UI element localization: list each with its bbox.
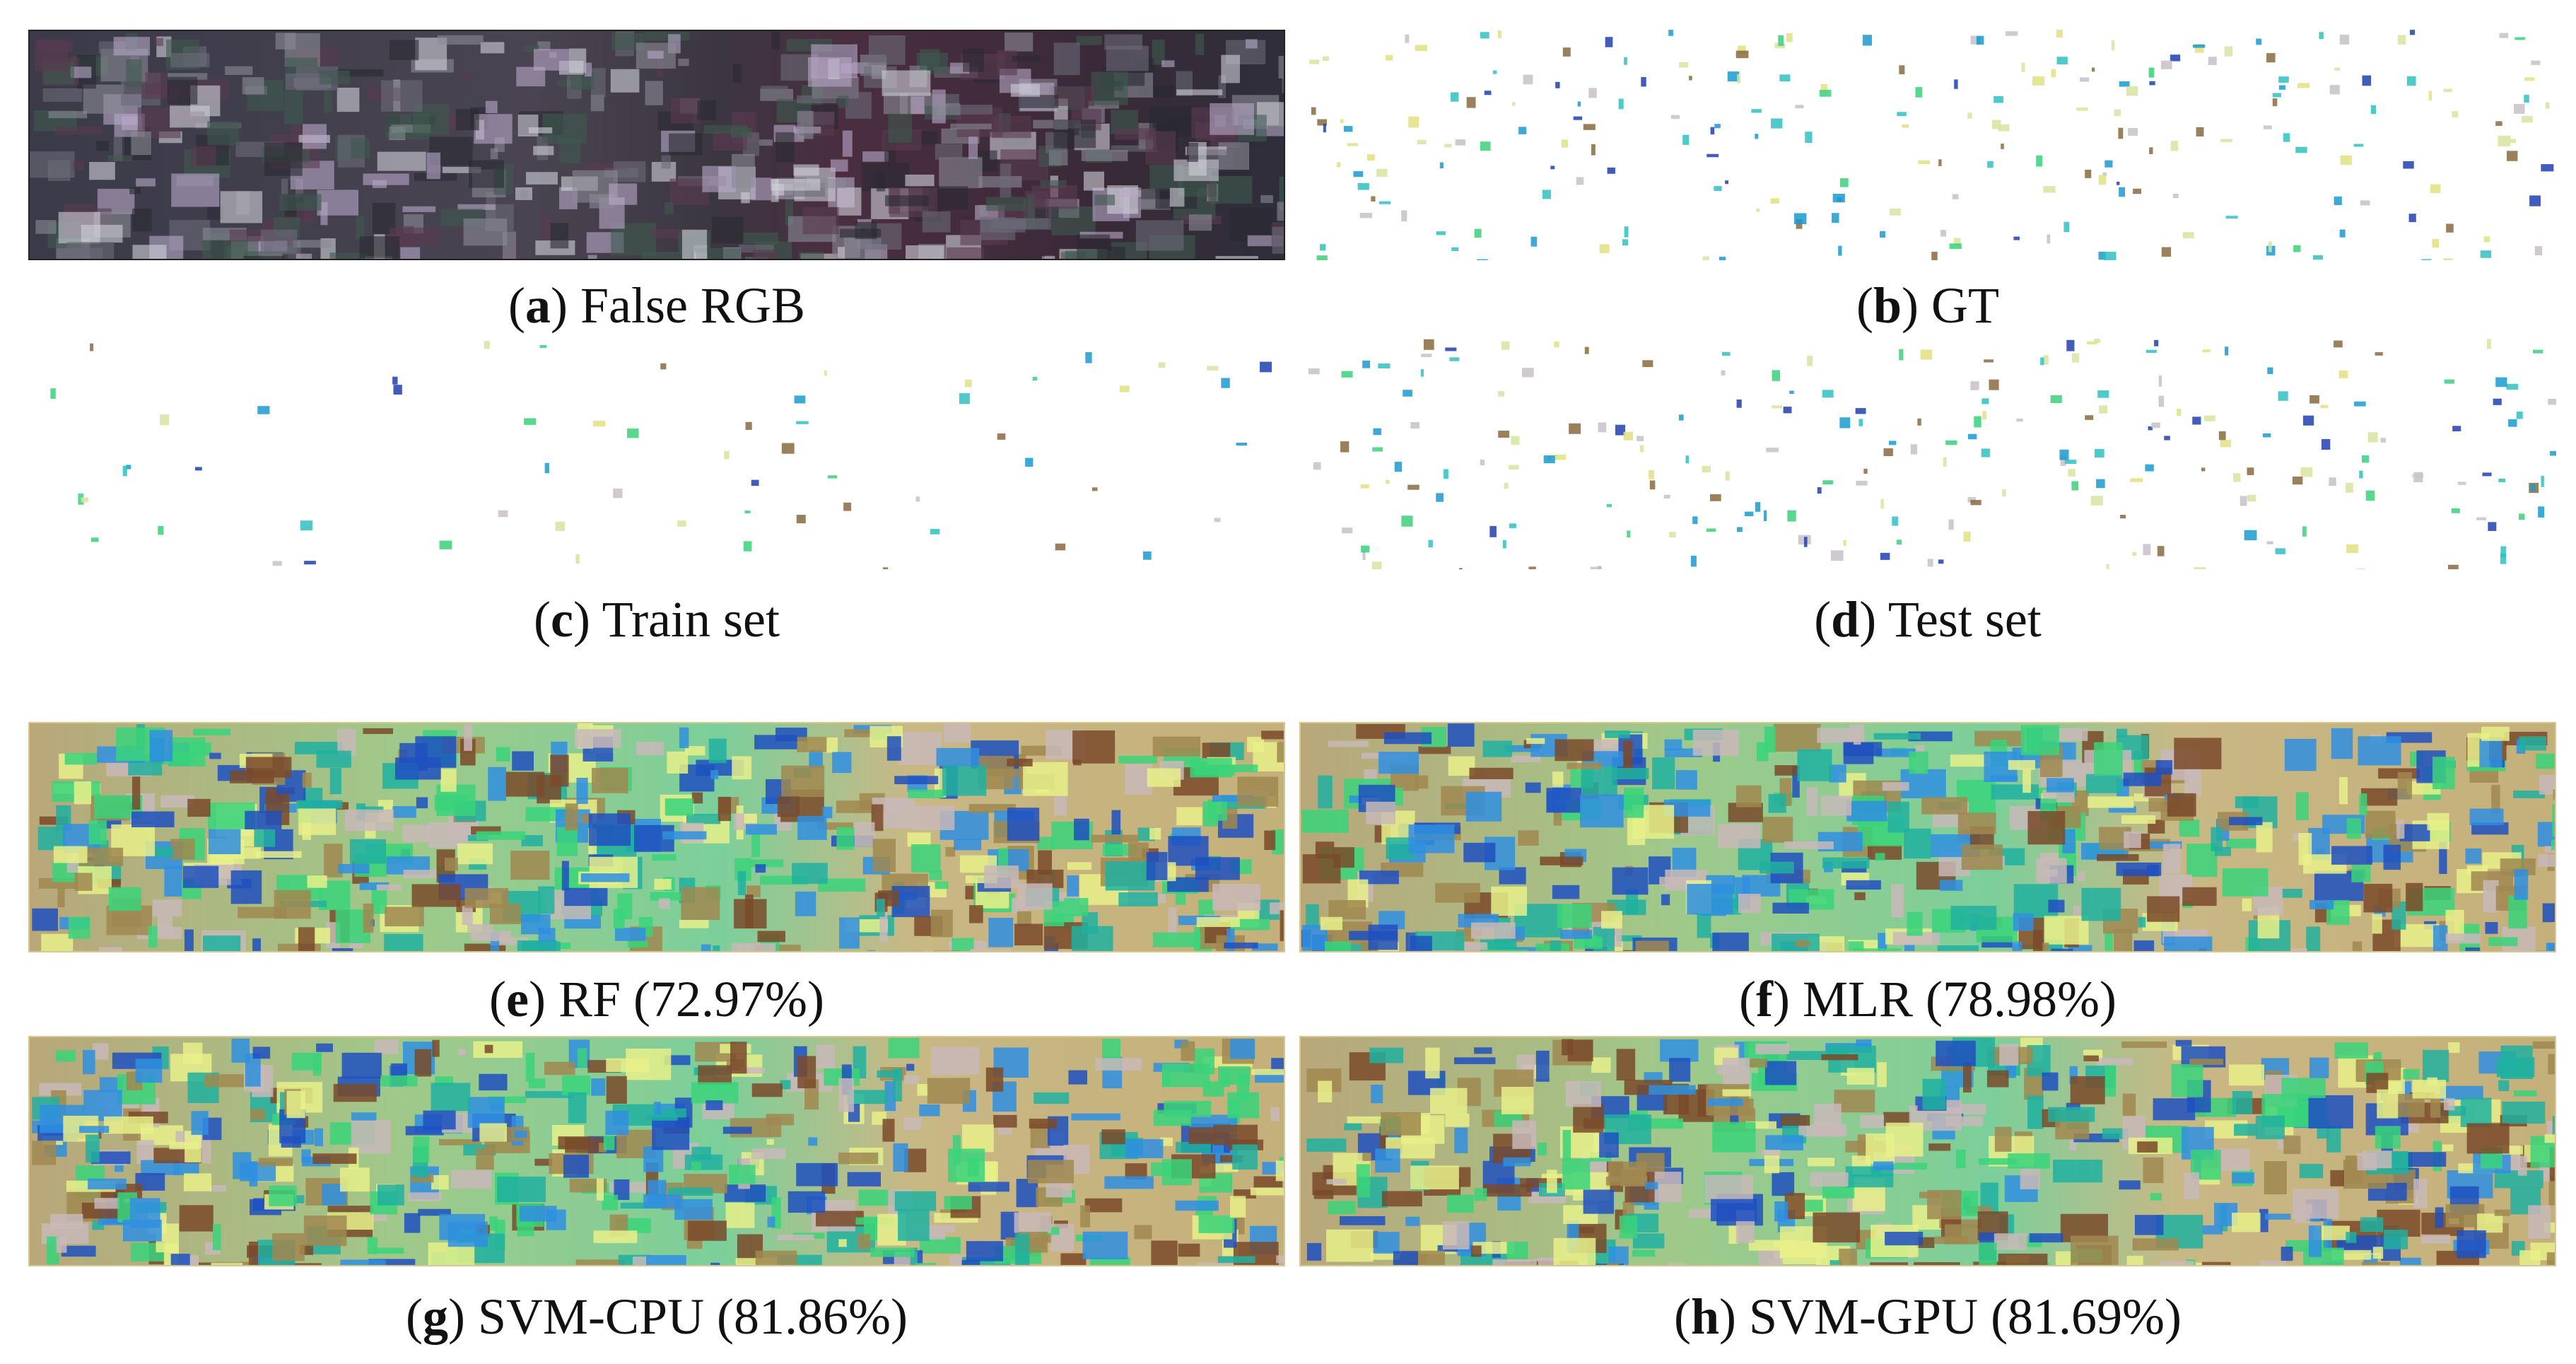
caption-text: ) RF (72.97%) <box>528 971 824 1027</box>
caption-paren: ( <box>406 1288 423 1345</box>
caption-letter: c <box>550 591 573 648</box>
panel-caption: (b) GT <box>1299 280 2556 331</box>
panel-caption: (h) SVM-GPU (81.69%) <box>1299 1291 2556 1342</box>
caption-text: ) SVM-GPU (81.69%) <box>1719 1288 2182 1345</box>
caption-text: ) GT <box>1902 277 1999 334</box>
caption-text: ) False RGB <box>550 277 805 334</box>
caption-paren: ( <box>1673 1288 1691 1345</box>
panel-caption: (e) RF (72.97%) <box>28 974 1285 1025</box>
caption-paren: ( <box>1856 277 1873 334</box>
panel-caption: (f) MLR (78.98%) <box>1299 974 2556 1025</box>
caption-paren: ( <box>508 277 525 334</box>
caption-text: ) SVM-CPU (81.86%) <box>447 1288 908 1345</box>
panel-caption: (a) False RGB <box>28 280 1285 331</box>
panel-image <box>1299 30 2556 260</box>
caption-letter: e <box>506 971 529 1027</box>
panel-image <box>28 1036 1285 1266</box>
panel-image <box>28 339 1285 569</box>
caption-text: ) Train set <box>573 591 780 648</box>
caption-paren: ( <box>489 971 507 1027</box>
panel-image <box>1299 722 2556 952</box>
caption-text: ) Test set <box>1859 591 2042 648</box>
panel-caption: (g) SVM-CPU (81.86%) <box>28 1291 1285 1342</box>
panel-caption: (c) Train set <box>28 594 1285 645</box>
caption-letter: g <box>422 1288 448 1345</box>
panel-image <box>28 722 1285 952</box>
caption-text: ) MLR (78.98%) <box>1773 971 2117 1027</box>
caption-paren: ( <box>1739 971 1757 1027</box>
caption-letter: f <box>1756 971 1774 1027</box>
caption-paren: ( <box>1814 591 1832 648</box>
caption-letter: d <box>1831 591 1860 648</box>
caption-letter: a <box>525 277 551 334</box>
caption-paren: ( <box>534 591 551 648</box>
panel-caption: (d) Test set <box>1299 594 2556 645</box>
caption-letter: b <box>1873 277 1902 334</box>
panel-image <box>1299 339 2556 569</box>
panel-image <box>1299 1036 2556 1266</box>
panel-image <box>28 30 1285 260</box>
caption-letter: h <box>1690 1288 1720 1345</box>
